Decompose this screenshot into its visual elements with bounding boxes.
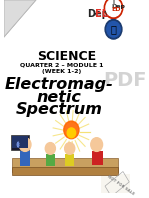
Circle shape (106, 0, 121, 17)
Circle shape (64, 121, 79, 139)
Text: ED: ED (84, 9, 109, 19)
Bar (105, 171, 129, 196)
Circle shape (107, 22, 120, 37)
Bar (20, 151, 30, 166)
Circle shape (65, 143, 75, 154)
Circle shape (19, 138, 31, 151)
Text: (WEEK 1-2): (WEEK 1-2) (42, 69, 81, 74)
Circle shape (105, 20, 122, 39)
Polygon shape (4, 0, 36, 37)
Circle shape (45, 143, 55, 154)
Circle shape (91, 138, 103, 151)
Bar (12, 158, 118, 172)
Text: Spectrum: Spectrum (15, 102, 102, 117)
Bar (46, 154, 55, 166)
Bar (12, 136, 28, 148)
Text: Electromag-: Electromag- (4, 77, 113, 92)
Text: PDF: PDF (103, 70, 147, 89)
Bar (12, 167, 118, 175)
Text: netic: netic (36, 90, 81, 105)
Circle shape (104, 0, 123, 19)
Polygon shape (101, 174, 129, 193)
Text: QUARTER 2 – MODULE 1: QUARTER 2 – MODULE 1 (20, 63, 103, 68)
Text: 🌐: 🌐 (111, 24, 117, 34)
Text: Dep: Dep (88, 9, 109, 19)
Bar (66, 154, 74, 166)
Text: NOT FOR SALE: NOT FOR SALE (106, 175, 134, 196)
Circle shape (67, 128, 76, 138)
Text: Dep: Dep (111, 4, 125, 9)
Text: SCIENCE: SCIENCE (37, 50, 96, 63)
Bar (11, 135, 29, 150)
Text: ED: ED (111, 7, 121, 12)
Bar (92, 151, 103, 165)
